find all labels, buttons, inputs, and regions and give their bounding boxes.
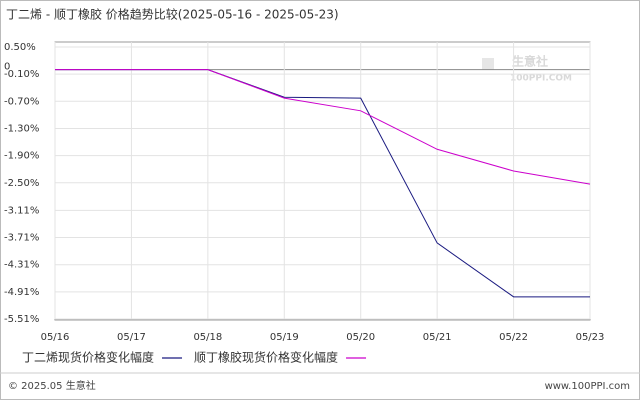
y-tick-label: -1.30%: [4, 123, 39, 134]
footer-left: © 2025.05 生意社: [8, 379, 96, 392]
watermark: 100PPI.COM: [510, 74, 572, 84]
y-tick-label: 0.50%: [4, 42, 36, 53]
x-tick-label: 05/19: [270, 332, 299, 343]
x-tick-label: 05/18: [193, 332, 222, 343]
x-tick-label: 05/16: [41, 332, 70, 343]
x-tick-label: 05/21: [423, 332, 452, 343]
x-tick-label: 05/20: [346, 332, 375, 343]
chart-title: 丁二烯 - 顺丁橡胶 价格趋势比较(2025-05-16 - 2025-05-2…: [6, 7, 339, 22]
x-tick-label: 05/17: [117, 332, 146, 343]
y-tick-label: -0.10%: [4, 69, 39, 80]
watermark-logo: [482, 58, 494, 70]
y-tick-label: -4.91%: [4, 287, 39, 298]
y-tick-label: 0: [4, 62, 10, 73]
y-tick-label: -5.51%: [4, 314, 39, 325]
y-tick-label: -4.31%: [4, 260, 39, 271]
watermark: 生意社: [512, 54, 548, 69]
y-tick-label: -1.90%: [4, 151, 39, 162]
y-tick-label: -2.50%: [4, 178, 39, 189]
x-tick-label: 05/23: [576, 332, 605, 343]
series-line: [55, 69, 591, 185]
y-tick-label: -3.71%: [4, 233, 39, 244]
legend-label: 顺丁橡胶现货价格变化幅度: [194, 350, 338, 365]
y-tick-label: -0.70%: [4, 96, 39, 107]
y-tick-label: -3.11%: [4, 205, 39, 216]
footer-right: www.100PPI.com: [545, 381, 630, 392]
x-tick-label: 05/22: [499, 332, 528, 343]
legend-label: 丁二烯现货价格变化幅度: [22, 350, 154, 365]
